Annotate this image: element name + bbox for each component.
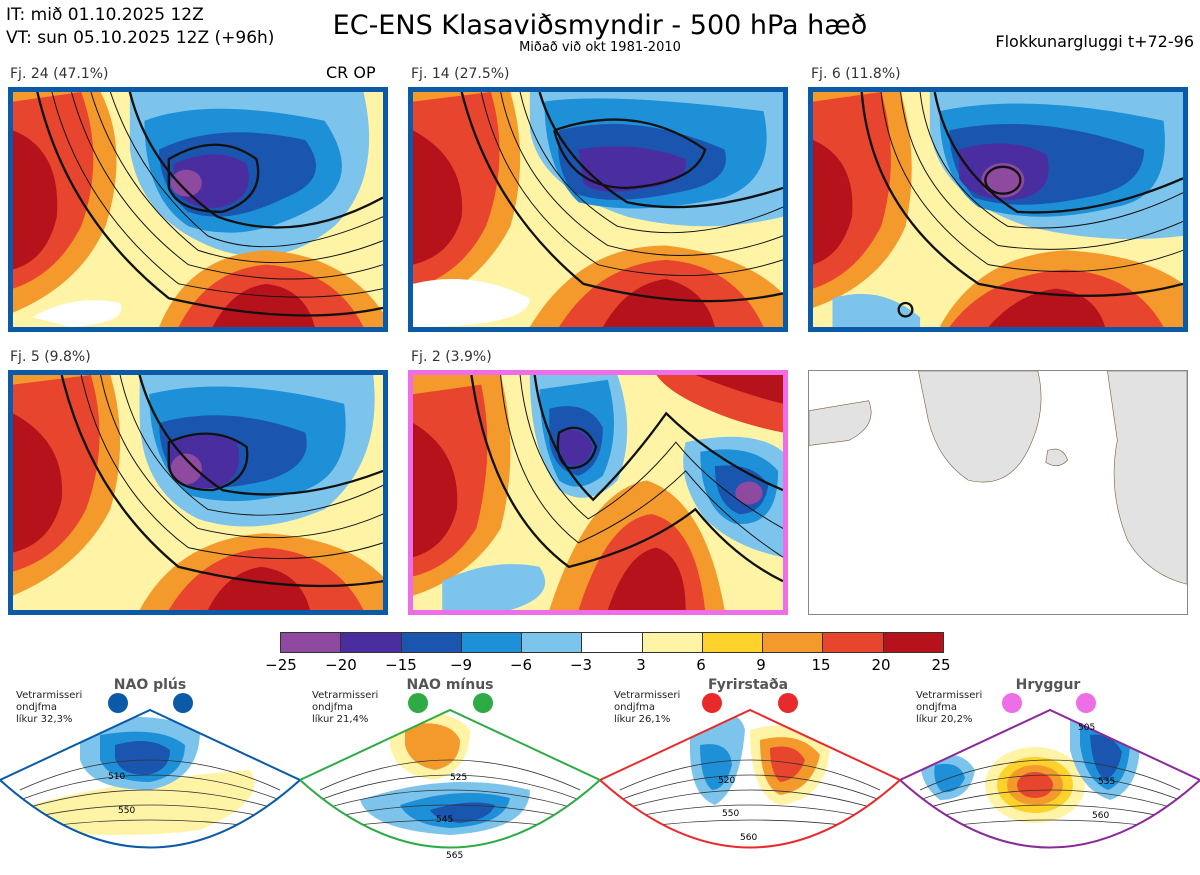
colorbar-tick: −25 xyxy=(265,656,297,674)
cluster-label: Fj. 14 (27.5%) xyxy=(411,66,510,82)
cluster-label: Fj. 24 (47.1%) xyxy=(10,66,109,82)
cluster-label: Fj. 2 (3.9%) xyxy=(411,349,492,365)
date-info: IT: mið 01.10.2025 12Z VT: sun 05.10.202… xyxy=(6,4,274,50)
regime-map-blocking: 520 550 560 xyxy=(598,690,902,871)
regime-map-nao-plus: 510 550 xyxy=(0,690,302,871)
colorbar-tick: −6 xyxy=(509,656,533,674)
cluster-map-5 xyxy=(408,370,788,615)
classification-window: Flokkunargluggi t+72-96 xyxy=(995,32,1194,51)
colorbar-tick: 9 xyxy=(756,656,766,674)
cluster-map-3 xyxy=(808,87,1188,332)
contour-label: 505 xyxy=(1078,723,1095,733)
colorbar-tick: −20 xyxy=(325,656,357,674)
cluster-map-1 xyxy=(8,87,388,332)
regime-map-nao-minus: 525 545 565 xyxy=(298,690,602,871)
contour-label: 560 xyxy=(740,833,757,843)
colorbar-swatch xyxy=(341,633,402,652)
colorbar-swatch xyxy=(823,633,884,652)
colorbar-tick: 6 xyxy=(696,656,706,674)
colorbar-swatch xyxy=(702,633,764,652)
colorbar-swatch xyxy=(281,633,342,652)
contour-label: 560 xyxy=(1092,811,1109,821)
colorbar-swatch xyxy=(461,633,523,652)
colorbar-swatch xyxy=(763,633,824,652)
colorbar-tick: 3 xyxy=(636,656,646,674)
regime-note: Vetrarmisseri ondjfma líkur 20,2% xyxy=(916,690,983,725)
cluster-map-4 xyxy=(8,370,388,615)
reference-coastline-map xyxy=(808,370,1188,615)
cluster-label: Fj. 6 (11.8%) xyxy=(811,66,901,82)
contour-label: 510 xyxy=(108,772,125,782)
contour-label: 550 xyxy=(118,806,135,816)
regime-title: Fyrirstaða xyxy=(707,677,789,693)
cluster-tag: CR OP xyxy=(326,63,376,82)
colorbar-tick: −15 xyxy=(385,656,417,674)
colorbar-swatch xyxy=(582,633,643,652)
page-title: EC-ENS Klasaviðsmyndir - 500 hPa hæð xyxy=(332,10,868,41)
initial-time: IT: mið 01.10.2025 12Z xyxy=(6,5,204,25)
contour-label: 525 xyxy=(450,773,467,783)
contour-label: 545 xyxy=(436,815,453,825)
colorbar-swatch xyxy=(401,633,462,652)
contour-label: 535 xyxy=(1098,777,1115,787)
colorbar-swatch xyxy=(522,633,583,652)
colorbar-tick: 20 xyxy=(871,656,891,674)
regime-title: Hryggur xyxy=(1015,677,1081,693)
contour-label: 565 xyxy=(446,851,463,861)
regime-note: Vetrarmisseri ondjfma líkur 21,4% xyxy=(312,690,379,725)
regime-title: NAO plús xyxy=(113,677,187,693)
regime-note: Vetrarmisseri ondjfma líkur 32,3% xyxy=(16,690,83,725)
regime-map-ridge: 505 535 560 xyxy=(898,690,1200,871)
colorbar-tick: −3 xyxy=(569,656,593,674)
contour-label: 520 xyxy=(718,776,735,786)
colorbar xyxy=(280,632,944,653)
regime-title: NAO mínus xyxy=(406,677,494,693)
colorbar-swatch xyxy=(883,633,943,652)
page-subtitle: Miðað við okt 1981-2010 xyxy=(519,40,681,55)
colorbar-tick: 15 xyxy=(811,656,831,674)
colorbar-tick: −9 xyxy=(449,656,473,674)
contour-label: 550 xyxy=(722,809,739,819)
valid-time: VT: sun 05.10.2025 12Z (+96h) xyxy=(6,28,275,48)
cluster-label: Fj. 5 (9.8%) xyxy=(10,349,91,365)
colorbar-tick: 25 xyxy=(931,656,951,674)
colorbar-swatch xyxy=(642,633,703,652)
regime-note: Vetrarmisseri ondjfma líkur 26,1% xyxy=(614,690,681,725)
cluster-map-2 xyxy=(408,87,788,332)
